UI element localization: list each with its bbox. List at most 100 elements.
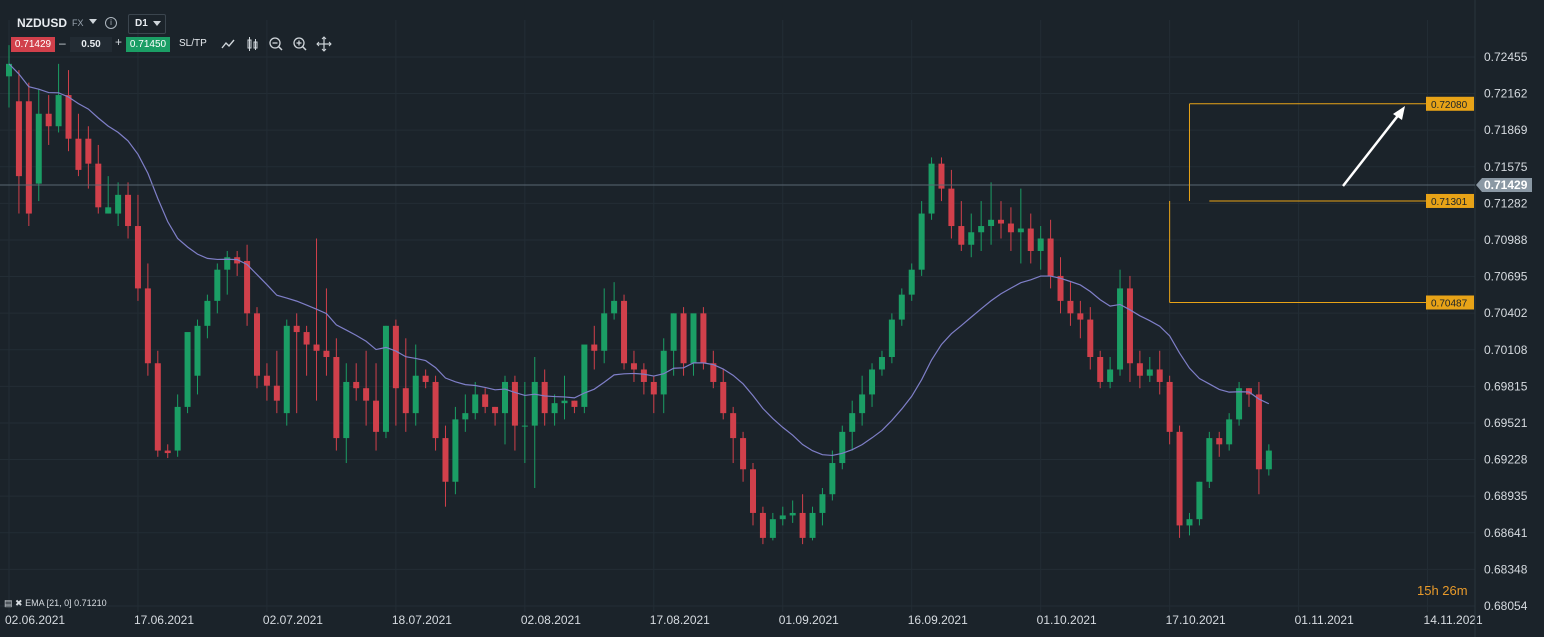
bearish-candle [1087,319,1094,358]
bearish-candle [323,350,330,358]
bullish-candle [888,319,895,358]
increase-quantity-button[interactable]: + [115,35,123,49]
bearish-candle [303,332,310,345]
bearish-candle [591,344,598,351]
bullish-candle [502,381,508,414]
bearish-candle [1136,363,1143,376]
current-price-tag [1476,177,1532,192]
bullish-candle [1226,419,1233,445]
bearish-candle [263,375,270,386]
bullish-candle [829,463,836,495]
x-tick-label: 17.10.2021 [1166,613,1226,627]
x-tick-label: 16.09.2021 [908,613,968,627]
bullish-candle [224,257,231,270]
bullish-candle [551,403,558,414]
bearish-candle [621,300,628,364]
bullish-candle [769,519,776,538]
buy-button[interactable]: 0.71450 [126,37,170,52]
bearish-candle [1047,238,1054,276]
bearish-candle [1176,431,1183,526]
bullish-candle [561,400,568,404]
market-label: FX [72,18,84,28]
bullish-candle [660,350,667,395]
y-tick-label: 0.71575 [1484,160,1528,174]
x-tick-label: 02.07.2021 [263,613,323,627]
bearish-candle [1057,275,1064,301]
bullish-candle [1206,438,1213,482]
y-tick-label: 0.69521 [1484,416,1528,430]
bullish-candle [531,381,538,426]
info-icon[interactable]: i [105,17,117,29]
bearish-candle [1216,438,1223,445]
bullish-candle [1236,388,1243,420]
bullish-candle [789,512,796,516]
zoom-in-icon[interactable] [292,36,308,52]
symbol-label[interactable]: NZDUSD [17,16,67,30]
x-tick-label: 01.09.2021 [779,613,839,627]
bearish-candle [134,226,141,289]
x-tick-label: 18.07.2021 [392,613,452,627]
bullish-candle [849,413,856,432]
indicator-list-icon[interactable]: ▤ [4,598,13,608]
bearish-candle [363,388,370,401]
x-tick-label: 01.11.2021 [1295,613,1354,627]
ema-legend-label: EMA [21, 0] 0.71210 [25,598,107,608]
sell-button[interactable]: 0.71429 [11,37,55,52]
bullish-candle [462,413,469,420]
chart-toolbar: NZDUSD FX i D1 0.71429 – 0.50 + 0.71450 … [0,0,520,62]
sltp-button[interactable]: SL/TP [179,38,207,49]
crosshair-move-icon[interactable] [316,36,332,52]
bearish-candle [402,388,409,414]
x-tick-label: 02.06.2021 [5,613,65,627]
candle-countdown-timer: 15h 26m [1417,583,1468,598]
bullish-candle [1107,369,1114,382]
timeframe-label: D1 [135,18,148,29]
bearish-candle [799,512,806,538]
candles-icon[interactable] [245,36,261,52]
bullish-candle [988,219,995,227]
y-tick-label: 0.68641 [1484,526,1528,540]
bearish-candle [432,381,439,439]
bearish-candle [392,325,399,389]
zoom-out-icon[interactable] [268,36,284,52]
level-price-tag [1426,295,1474,310]
line-chart-icon[interactable] [220,36,236,52]
symbol-dropdown-chevron-icon[interactable] [89,19,97,24]
bearish-candle [273,385,280,401]
bullish-candle [184,332,191,407]
bullish-candle [581,344,588,407]
y-tick-label: 0.70695 [1484,270,1528,284]
bearish-candle [313,344,320,351]
bearish-candle [85,138,92,164]
bearish-candle [511,381,518,426]
bearish-candle [630,363,637,370]
bearish-candle [1246,388,1252,395]
bullish-candle [928,163,935,214]
bearish-candle [700,313,707,364]
quantity-input[interactable]: 0.50 [70,37,112,52]
x-tick-label: 14.11.2021 [1424,613,1483,627]
y-tick-label: 0.70988 [1484,233,1528,247]
bearish-candle [1126,288,1133,364]
decrease-quantity-button[interactable]: – [59,36,66,50]
bearish-candle [65,95,72,139]
bullish-candle [670,313,677,351]
bearish-candle [373,400,380,432]
bearish-candle [571,400,578,407]
x-tick-label: 17.08.2021 [650,613,710,627]
remove-indicator-icon[interactable]: ✖ [15,598,23,608]
indicator-legend[interactable]: ▤ ✖ EMA [21, 0] 0.71210 [4,598,107,609]
bearish-candle [244,260,251,314]
x-tick-label: 01.10.2021 [1037,613,1097,627]
bullish-candle [6,63,12,77]
bearish-candle [740,438,747,470]
level-price-tag [1426,96,1474,111]
y-tick-label: 0.69815 [1484,379,1528,393]
bearish-candle [1067,300,1074,314]
bullish-candle [105,207,112,214]
x-tick-label: 17.06.2021 [134,613,194,627]
bearish-candle [25,101,32,214]
timeframe-select[interactable]: D1 [128,14,166,34]
y-tick-label: 0.71869 [1484,123,1528,137]
